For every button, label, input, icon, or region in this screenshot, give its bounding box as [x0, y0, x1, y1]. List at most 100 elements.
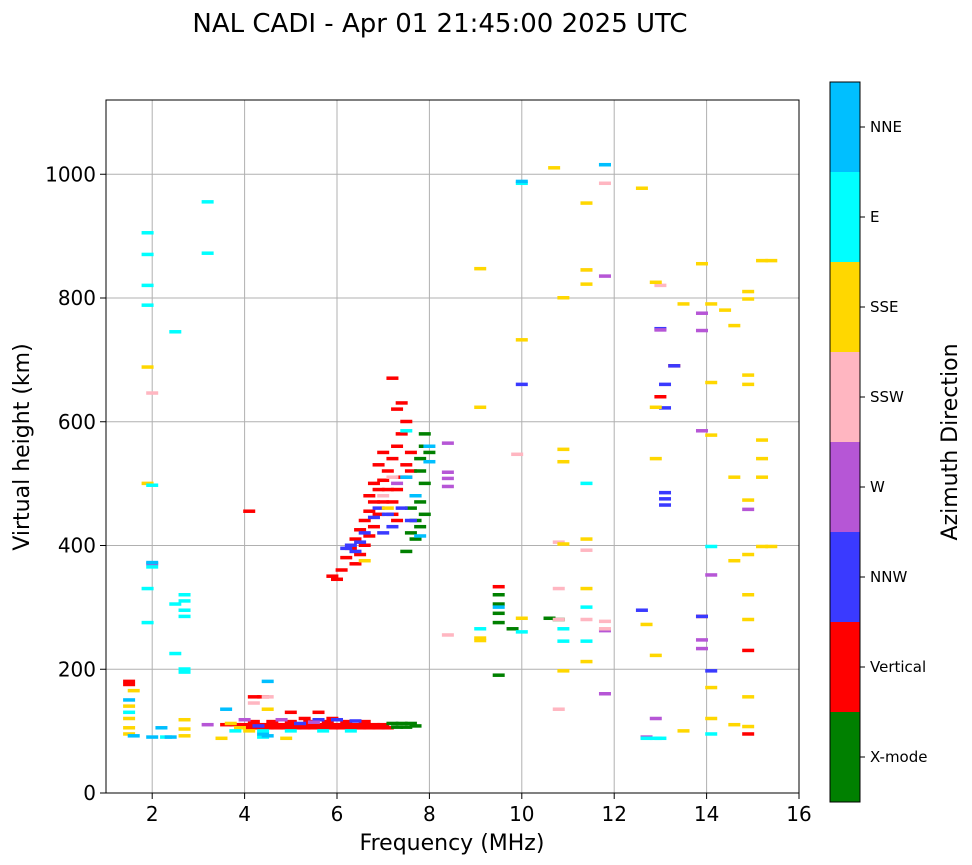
data-point: [312, 710, 325, 715]
data-point: [649, 716, 662, 721]
data-point: [728, 722, 741, 727]
data-point: [742, 289, 755, 294]
data-point: [201, 251, 214, 255]
data-point: [238, 717, 251, 722]
data-point: [266, 722, 279, 727]
colorbar-segment: [830, 172, 860, 262]
data-point: [414, 500, 427, 504]
data-point: [386, 475, 399, 479]
data-point: [395, 401, 408, 405]
data-point: [386, 500, 399, 504]
data-point: [146, 565, 159, 569]
data-point: [580, 537, 593, 541]
data-point: [474, 627, 487, 631]
data-point: [654, 736, 667, 741]
colorbar-segment: [830, 712, 860, 802]
data-point: [141, 481, 154, 486]
data-point: [386, 456, 399, 461]
data-point: [252, 724, 265, 728]
data-point: [677, 302, 690, 306]
data-point: [247, 701, 260, 705]
x-tick-label: 2: [146, 802, 159, 826]
data-point: [331, 577, 343, 582]
data-point: [552, 586, 565, 591]
data-point: [515, 616, 528, 621]
data-point: [335, 568, 348, 572]
data-point: [275, 722, 288, 727]
data-point: [307, 720, 320, 724]
colorbar-label: X-mode: [870, 748, 927, 766]
data-point: [695, 261, 708, 266]
data-point: [178, 593, 191, 597]
data-point: [201, 722, 214, 727]
data-point: [557, 542, 570, 546]
data-point: [695, 638, 708, 642]
data-point: [372, 487, 385, 492]
data-point: [340, 719, 353, 724]
data-point: [146, 483, 159, 487]
data-point: [247, 695, 260, 699]
data-point: [381, 487, 394, 492]
data-point: [492, 611, 505, 616]
data-point: [654, 283, 667, 288]
data-point: [742, 695, 755, 699]
data-point: [331, 722, 343, 727]
data-point: [441, 470, 454, 474]
data-point: [178, 599, 191, 603]
data-point: [123, 682, 136, 687]
data-point: [123, 726, 136, 730]
data-point: [580, 605, 593, 609]
data-point: [367, 481, 380, 486]
data-point: [178, 670, 191, 674]
data-point: [404, 531, 417, 535]
data-point: [391, 487, 404, 492]
data-point: [557, 459, 570, 464]
data-point: [275, 717, 288, 722]
data-point: [705, 716, 718, 721]
data-point: [742, 297, 755, 301]
data-point: [580, 481, 593, 486]
data-point: [363, 726, 376, 730]
data-point: [414, 534, 427, 538]
x-tick-label: 16: [786, 802, 811, 826]
data-point: [557, 447, 570, 452]
x-tick-label: 14: [694, 802, 719, 826]
data-point: [317, 726, 330, 730]
data-point: [441, 441, 454, 445]
data-point: [270, 726, 283, 730]
data-point: [705, 544, 718, 549]
data-point: [386, 721, 399, 726]
data-point: [377, 494, 390, 498]
data-point: [146, 560, 159, 565]
colorbar-segment: [830, 532, 860, 622]
x-tick-label: 6: [331, 802, 344, 826]
colorbar: X-mode Vertical NNW W SSW SSE E NNE: [829, 81, 927, 803]
data-point: [141, 586, 154, 591]
data-point: [580, 659, 593, 664]
x-tick-label: 8: [423, 802, 436, 826]
data-point: [492, 620, 505, 625]
data-point: [367, 722, 380, 727]
data-point: [441, 476, 454, 481]
x-tick-label: 10: [509, 802, 534, 826]
data-point: [243, 726, 256, 730]
colorbar-segment: [830, 442, 860, 532]
data-point: [155, 726, 168, 730]
colorbar-label: SSW: [870, 388, 904, 406]
data-point: [742, 382, 755, 387]
data-point: [649, 653, 662, 658]
data-point: [409, 724, 422, 728]
data-point: [765, 544, 778, 549]
data-point: [404, 450, 417, 455]
data-point: [580, 268, 593, 272]
data-point: [515, 382, 528, 387]
x-axis-ticks: 2 4 6 8 10 12 14 16: [146, 793, 812, 826]
data-point: [123, 732, 136, 736]
data-point: [178, 608, 191, 612]
data-point: [598, 619, 611, 624]
data-point: [659, 406, 672, 410]
data-point: [705, 433, 718, 437]
data-point: [548, 166, 561, 170]
data-point: [649, 405, 662, 410]
